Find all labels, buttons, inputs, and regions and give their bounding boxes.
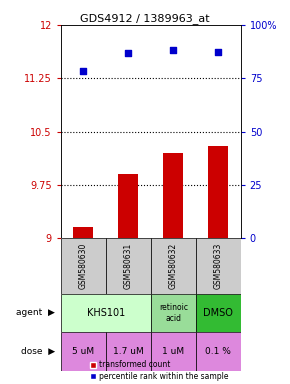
Bar — [196, 238, 241, 294]
Text: GDS4912 / 1389963_at: GDS4912 / 1389963_at — [80, 13, 210, 24]
Text: KHS101: KHS101 — [87, 308, 125, 318]
Bar — [61, 294, 151, 332]
Point — [216, 49, 220, 55]
Text: retinoic
acid: retinoic acid — [159, 303, 188, 323]
Bar — [106, 332, 151, 371]
Text: agent  ▶: agent ▶ — [16, 308, 55, 318]
Text: GSM580631: GSM580631 — [124, 243, 133, 289]
Bar — [151, 332, 196, 371]
Bar — [73, 227, 93, 238]
Point — [81, 68, 86, 74]
Text: GSM580630: GSM580630 — [79, 243, 88, 289]
Text: 5 uM: 5 uM — [72, 347, 95, 356]
Text: GSM580632: GSM580632 — [169, 243, 178, 289]
Text: GSM580633: GSM580633 — [214, 243, 223, 289]
Text: 0.1 %: 0.1 % — [205, 347, 231, 356]
Text: DMSO: DMSO — [203, 308, 233, 318]
Bar — [151, 294, 196, 332]
Point — [171, 47, 175, 53]
Bar — [106, 238, 151, 294]
Bar — [196, 332, 241, 371]
Bar — [196, 294, 241, 332]
Bar — [208, 146, 228, 238]
Point — [126, 50, 130, 56]
Bar — [151, 238, 196, 294]
Bar — [61, 332, 106, 371]
Text: 1.7 uM: 1.7 uM — [113, 347, 144, 356]
Bar — [163, 153, 183, 238]
Bar — [118, 174, 138, 238]
Text: dose  ▶: dose ▶ — [21, 347, 55, 356]
Bar — [61, 238, 106, 294]
Text: 1 uM: 1 uM — [162, 347, 184, 356]
Legend: transformed count, percentile rank within the sample: transformed count, percentile rank withi… — [89, 359, 230, 382]
